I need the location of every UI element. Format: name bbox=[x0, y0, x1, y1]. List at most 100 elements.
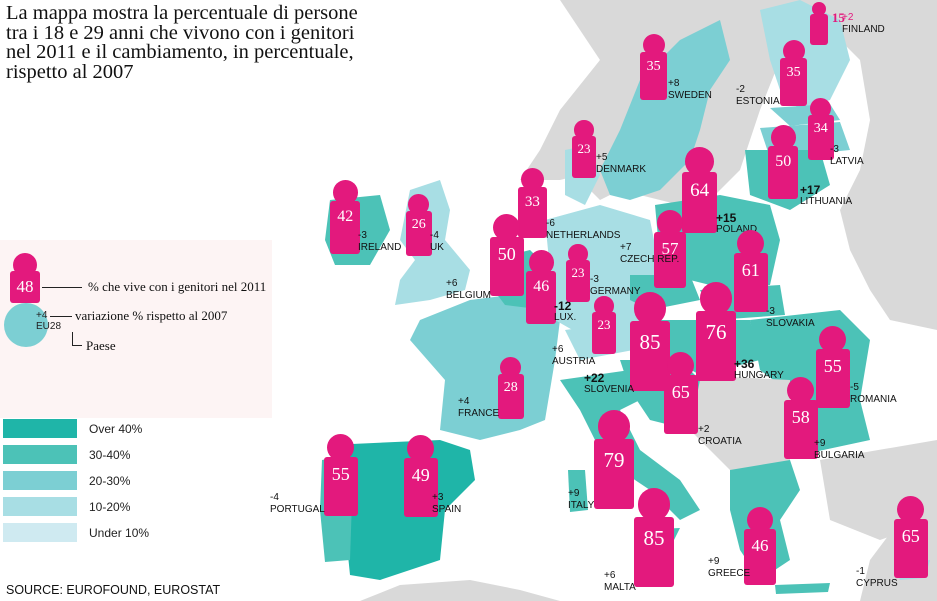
country-change: +7 bbox=[620, 242, 632, 253]
country-change: -3 bbox=[358, 230, 367, 241]
person-head bbox=[637, 488, 671, 521]
country-name: ITALY bbox=[568, 500, 595, 511]
country-name: ESTONIA bbox=[736, 96, 780, 107]
person-figure: 55 bbox=[324, 434, 358, 520]
country-change: +15 bbox=[716, 211, 737, 225]
country-change: -3 bbox=[830, 144, 839, 155]
country-germany bbox=[545, 205, 660, 340]
person-figure: 46 bbox=[526, 250, 557, 328]
country-name: HUNGARY bbox=[734, 370, 784, 381]
person-value: 79 bbox=[594, 438, 634, 509]
country-change: +6 bbox=[604, 570, 616, 581]
country-change: +2 bbox=[698, 424, 710, 435]
country-change: -2 bbox=[736, 84, 745, 95]
person-figure: 50 bbox=[768, 125, 799, 203]
country-name: IRELAND bbox=[358, 242, 402, 253]
country-label: +8 SWEDEN bbox=[668, 78, 712, 102]
person-head bbox=[574, 120, 594, 140]
person-value: 64 bbox=[682, 171, 718, 234]
country-change: -6 bbox=[546, 218, 555, 229]
person-figure: 76 bbox=[696, 282, 736, 385]
legend-line-2 bbox=[50, 316, 72, 317]
person-value: 58 bbox=[784, 400, 818, 460]
person-head bbox=[787, 377, 815, 405]
country-name: CYPRUS bbox=[856, 578, 898, 589]
country-name: PORTUGAL bbox=[270, 504, 325, 515]
person-value: 85 bbox=[634, 516, 674, 587]
person-value: 55 bbox=[324, 457, 358, 517]
country-label: +4 FRANCE bbox=[458, 396, 499, 420]
scale-label: Under 10% bbox=[89, 526, 150, 540]
person-value: 15 bbox=[831, 10, 845, 25]
land-balkans bbox=[670, 375, 790, 480]
country-name: UK bbox=[430, 242, 444, 253]
scale-label: Over 40% bbox=[89, 422, 143, 436]
country-name: CROATIA bbox=[698, 436, 742, 447]
scale-swatch bbox=[3, 445, 77, 464]
country-label: +9 BULGARIA bbox=[814, 438, 865, 462]
person-value: 28 bbox=[498, 373, 524, 419]
country-change: -3 bbox=[766, 306, 775, 317]
legend-text-1: % che vive con i genitori nel 2011 bbox=[88, 279, 267, 294]
country-label: -6 NETHERLANDS bbox=[546, 218, 620, 242]
person-figure: 23 bbox=[592, 296, 616, 358]
person-value: 23 bbox=[566, 259, 590, 302]
country-name: LUX. bbox=[554, 312, 577, 323]
person-figure: 55 bbox=[816, 326, 850, 412]
person-head bbox=[642, 34, 665, 57]
scale-swatch bbox=[3, 497, 77, 516]
country-name: NETHERLANDS bbox=[546, 230, 621, 241]
person-value: 50 bbox=[768, 145, 799, 199]
country-label: -1 CYPRUS bbox=[856, 566, 898, 590]
country-label: +6 AUSTRIA bbox=[552, 344, 595, 368]
person-value: 85 bbox=[630, 320, 670, 391]
legend-text-3: Paese bbox=[86, 338, 116, 353]
person-figure: 61 bbox=[734, 230, 768, 316]
country-label: +9 ITALY bbox=[568, 488, 594, 512]
country-name: ROMANIA bbox=[850, 394, 897, 405]
person-value: 65 bbox=[664, 375, 698, 435]
person-head bbox=[897, 496, 925, 524]
map-title: La mappa mostra la percentuale di person… bbox=[6, 2, 358, 83]
country-spain bbox=[330, 440, 475, 580]
country-change: +9 bbox=[814, 438, 826, 449]
person-figure: 57 bbox=[654, 210, 686, 292]
person-head bbox=[594, 296, 614, 316]
country-name: BELGIUM bbox=[446, 290, 492, 301]
country-change: +5 bbox=[596, 152, 608, 163]
person-figure: 33 bbox=[518, 168, 547, 242]
country-change: -12 bbox=[554, 299, 572, 313]
legend-text-2: variazione % rispetto al 2007 bbox=[75, 308, 228, 323]
country-crete bbox=[775, 583, 830, 594]
land-africa bbox=[360, 580, 560, 601]
person-head bbox=[685, 147, 714, 176]
legend-line-1 bbox=[42, 287, 82, 288]
person-head bbox=[597, 410, 631, 443]
person-head bbox=[737, 230, 765, 258]
country-label: +17 LITHUANIA bbox=[800, 184, 852, 208]
country-label: +2 FINLAND bbox=[842, 12, 885, 36]
country-change: +9 bbox=[708, 556, 720, 567]
person-head bbox=[407, 435, 435, 463]
person-value: 34 bbox=[808, 114, 834, 160]
country-change: -5 bbox=[850, 382, 859, 393]
country-name: FINLAND bbox=[842, 24, 885, 35]
country-label: -2 ESTONIA bbox=[736, 84, 780, 108]
country-change: +6 bbox=[552, 344, 564, 355]
person-value: 26 bbox=[406, 210, 432, 256]
scale-label: 10-20% bbox=[89, 500, 131, 514]
legend-person-value: 48 bbox=[10, 271, 40, 303]
person-head bbox=[810, 98, 832, 119]
person-head bbox=[327, 434, 355, 462]
scale-swatch bbox=[3, 419, 77, 438]
country-change: +4 bbox=[458, 396, 470, 407]
title-box: La mappa mostra la percentuale di person… bbox=[0, 0, 360, 108]
country-label: +6 BELGIUM bbox=[446, 278, 491, 302]
country-label: +2 CROATIA bbox=[698, 424, 742, 448]
person-figure: 35 bbox=[780, 40, 808, 110]
person-head bbox=[633, 292, 667, 325]
person-figure: 28 bbox=[498, 357, 524, 423]
person-head bbox=[770, 125, 796, 150]
person-figure: 26 bbox=[406, 194, 432, 260]
person-value: 33 bbox=[518, 187, 547, 238]
